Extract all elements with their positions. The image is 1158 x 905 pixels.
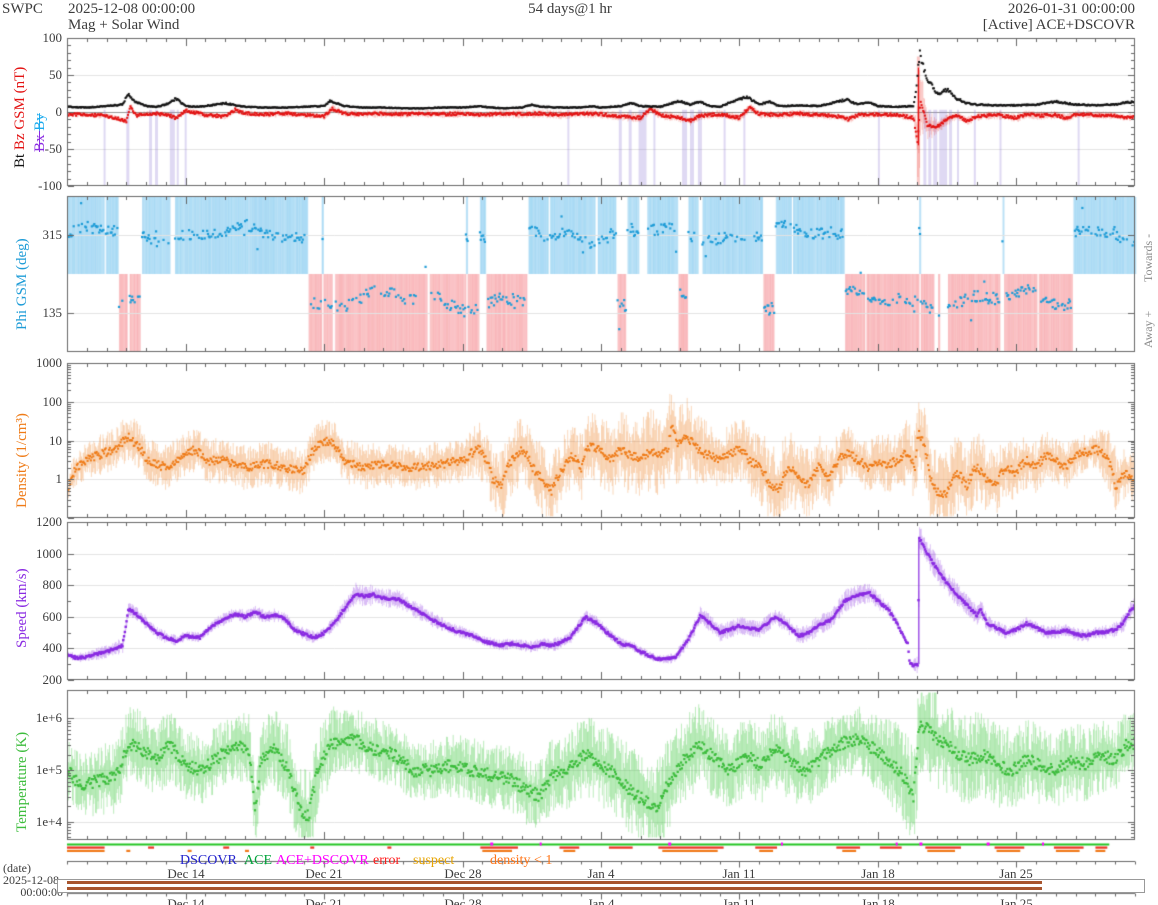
y-tick-label: 800 <box>42 577 63 592</box>
window-end-datetime: 2026-01-31 00:00:00 <box>1007 1 1135 17</box>
footer-start-date: 2025-12-08 <box>3 873 59 887</box>
x-tick-label: Jan 4 <box>587 866 615 881</box>
y-tick-label: 1 <box>55 471 63 486</box>
axis-label-density: Density (1/cm³) <box>14 413 30 508</box>
y-tick-label: 1e+5 <box>35 762 62 777</box>
x-tick-label: Jan 11 <box>722 866 756 881</box>
y-tick-label: 1000 <box>36 355 62 370</box>
plot-subtitle: Mag + Solar Wind <box>68 17 180 33</box>
y-tick-label: 315 <box>42 227 63 242</box>
y-tick-label: 135 <box>42 305 63 320</box>
x-tick-label: Jan 18 <box>861 896 895 905</box>
x-tick-label: Dec 21 <box>305 866 343 881</box>
x-tick-label: Dec 14 <box>167 866 205 881</box>
phi-towards-label: Towards - <box>1141 233 1155 282</box>
legend-error: error <box>373 853 401 868</box>
x-tick-label: Jan 25 <box>999 896 1033 905</box>
y-tick-label: 10 <box>49 433 62 448</box>
y-tick-label: 50 <box>49 67 62 82</box>
x-tick-label: Jan 25 <box>999 866 1033 881</box>
x-tick-label: Jan 11 <box>722 896 756 905</box>
y-tick-label: 1e+4 <box>35 814 62 829</box>
window-start-datetime: 2025-12-08 00:00:00 <box>68 1 196 17</box>
x-tick-label: Dec 28 <box>444 896 482 905</box>
footer-date-caption: (date) <box>3 861 31 875</box>
y-tick-label: 0 <box>55 104 63 119</box>
legend-dscovr: DSCOVR <box>180 853 237 868</box>
x-tick-label: Dec 28 <box>444 866 482 881</box>
legend-suspect: suspect <box>413 853 455 868</box>
y-tick-label: 1e+6 <box>35 710 62 725</box>
y-tick-label: 400 <box>42 640 63 655</box>
y-tick-label: 100 <box>42 394 63 409</box>
legend-density-lt1: density < 1 <box>490 853 553 868</box>
app-brand: SWPC <box>2 1 43 17</box>
x-tick-label: Jan 18 <box>861 866 895 881</box>
y-tick-label: 100 <box>42 30 63 45</box>
y-tick-label: -100 <box>38 178 62 193</box>
phi-away-label: Away + <box>1141 310 1155 348</box>
legend-ace-dscovr: ACE+DSCOVR <box>276 853 369 868</box>
footer-date-block: (date) 2025-12-08 00:00:00 <box>3 862 63 898</box>
y-tick-label: -50 <box>44 141 62 156</box>
y-tick-label: 1000 <box>36 546 62 561</box>
window-range-label: 54 days@1 hr <box>528 1 612 17</box>
x-tick-label: Dec 14 <box>167 896 205 905</box>
y-tick-label: 200 <box>42 672 63 687</box>
legend-ace: ACE <box>244 853 272 868</box>
time-scrollbar-thumb[interactable] <box>67 881 1042 890</box>
y-tick-label: 1200 <box>36 514 62 529</box>
y-tick-label: 600 <box>42 609 63 624</box>
footer-start-time: 00:00:00 <box>20 885 63 899</box>
x-tick-label: Jan 4 <box>587 896 615 905</box>
x-tick-label: Dec 21 <box>305 896 343 905</box>
source-status-label: [Active] ACE+DSCOVR <box>982 17 1135 33</box>
